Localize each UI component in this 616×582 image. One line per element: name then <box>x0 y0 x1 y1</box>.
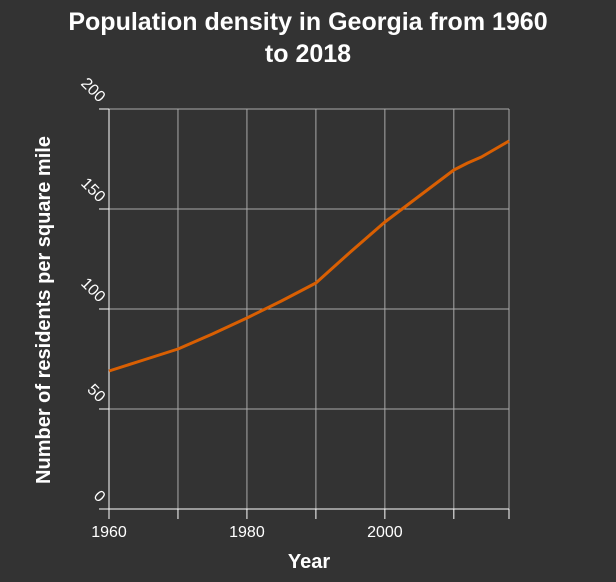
x-tick-label: 2000 <box>367 524 403 541</box>
chart-title-line-2: to 2018 <box>265 40 351 68</box>
y-tick-label: 200 <box>77 75 108 106</box>
grid <box>108 108 510 510</box>
y-tick-label: 100 <box>77 275 108 306</box>
tick-labels: 1960 1980 2000 0 50 100 150 200 <box>77 75 402 541</box>
y-tick-label: 0 <box>90 488 108 506</box>
axes <box>99 108 510 519</box>
x-axis-label: Year <box>288 551 330 573</box>
series-line <box>108 139 510 373</box>
y-tick-label: 150 <box>77 175 108 206</box>
chart-title-line-1: Population density in Georgia from 1960 <box>68 8 547 36</box>
x-tick-label: 1980 <box>229 524 265 541</box>
y-tick-label: 50 <box>84 381 109 406</box>
y-axis-label: Number of residents per square mile <box>33 136 55 484</box>
x-tick-label: 1960 <box>91 524 127 541</box>
